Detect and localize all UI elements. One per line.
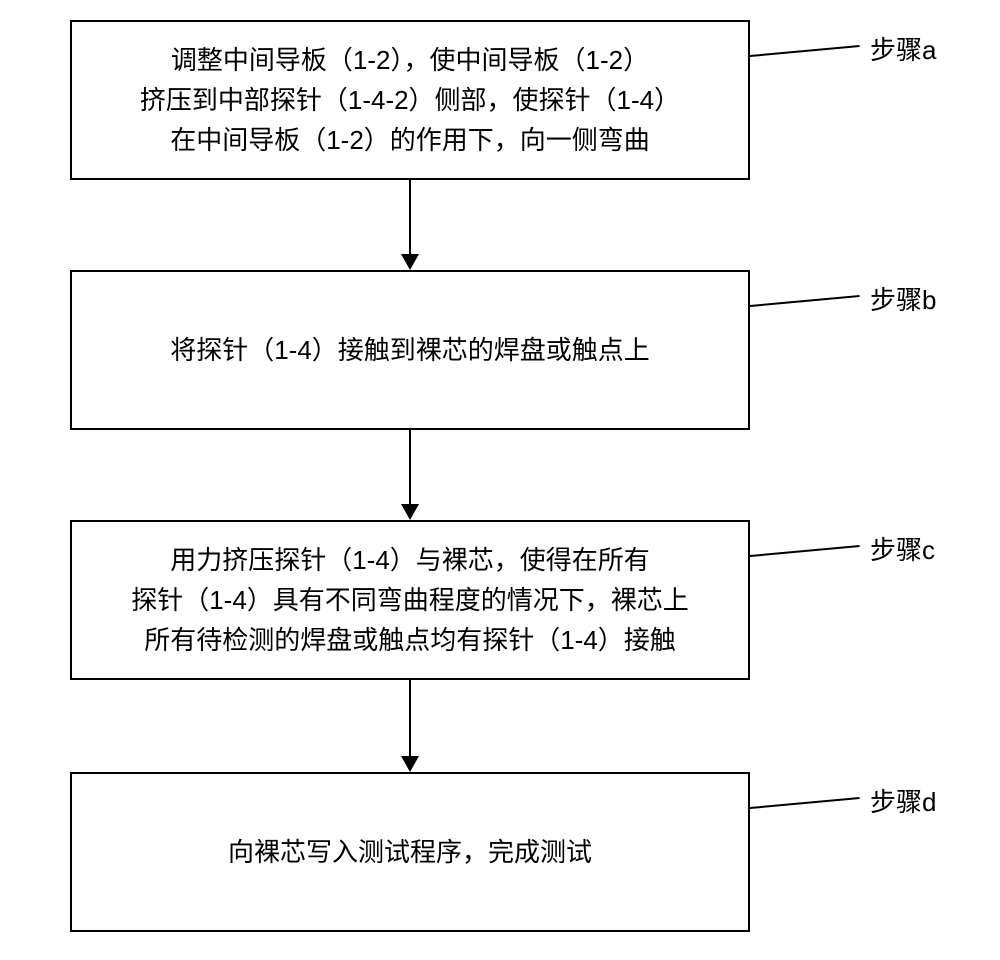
leader-line-b: [750, 295, 860, 307]
arrow-head-b-c: [401, 504, 419, 520]
step-text-c: 用力挤压探针（1-4）与裸芯，使得在所有 探针（1-4）具有不同弯曲程度的情况下…: [131, 540, 689, 661]
arrow-head-c-d: [401, 756, 419, 772]
leader-line-a: [750, 45, 860, 57]
arrow-line-b-c: [409, 430, 411, 504]
leader-line-c: [750, 545, 860, 557]
step-text-b: 将探针（1-4）接触到裸芯的焊盘或触点上: [170, 330, 650, 370]
step-text-d: 向裸芯写入测试程序，完成测试: [228, 832, 592, 872]
step-box-a: 调整中间导板（1-2），使中间导板（1-2） 挤压到中部探针（1-4-2）侧部，…: [70, 20, 750, 180]
step-label-a: 步骤a: [870, 30, 936, 67]
leader-line-d: [750, 797, 860, 809]
arrow-line-a-b: [409, 180, 411, 254]
step-text-a: 调整中间导板（1-2），使中间导板（1-2） 挤压到中部探针（1-4-2）侧部，…: [140, 40, 680, 161]
diagram-canvas: 调整中间导板（1-2），使中间导板（1-2） 挤压到中部探针（1-4-2）侧部，…: [0, 0, 1000, 960]
step-label-c: 步骤c: [870, 530, 935, 567]
step-box-b: 将探针（1-4）接触到裸芯的焊盘或触点上: [70, 270, 750, 430]
arrow-head-a-b: [401, 254, 419, 270]
step-label-d: 步骤d: [870, 782, 936, 819]
step-box-d: 向裸芯写入测试程序，完成测试: [70, 772, 750, 932]
arrow-line-c-d: [409, 680, 411, 756]
step-box-c: 用力挤压探针（1-4）与裸芯，使得在所有 探针（1-4）具有不同弯曲程度的情况下…: [70, 520, 750, 680]
step-label-b: 步骤b: [870, 280, 936, 317]
